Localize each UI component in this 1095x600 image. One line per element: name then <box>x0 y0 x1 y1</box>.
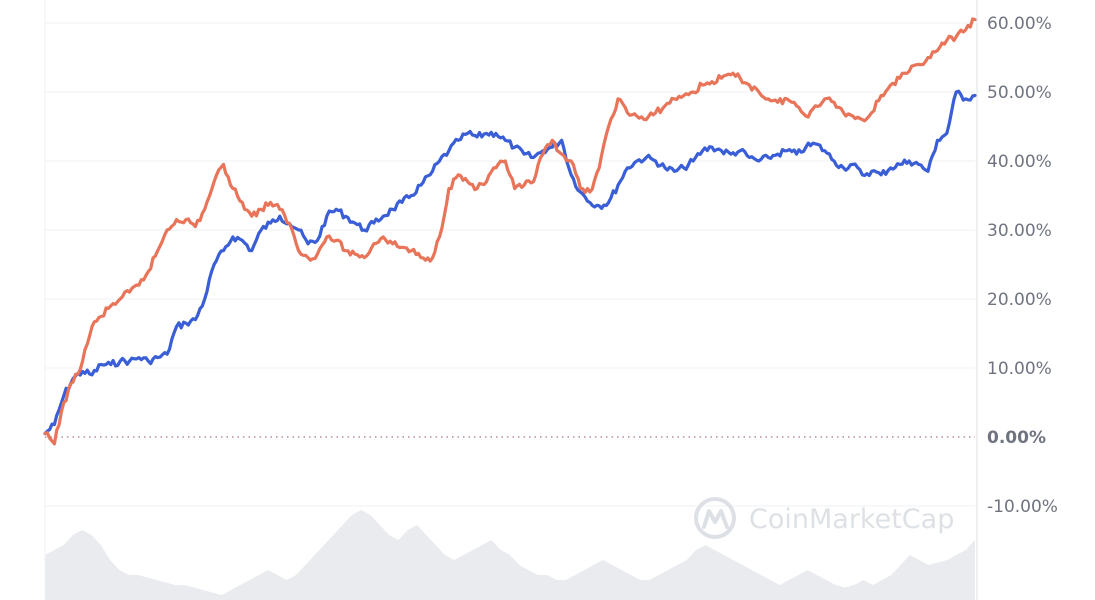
series-line-1 <box>43 89 977 436</box>
y-tick-label: 10.00% <box>987 359 1052 379</box>
y-axis-ticks: 60.00% 50.00% 40.00% 30.00% 20.00% 10.00% 0.00… <box>987 14 1058 517</box>
y-tick-label: -10.00% <box>987 497 1058 517</box>
grid-lines <box>45 22 975 507</box>
volume-area <box>45 510 975 600</box>
y-tick-label: 20.00% <box>987 290 1052 310</box>
y-tick-label: 0.00% <box>987 428 1046 448</box>
y-tick-label: 50.00% <box>987 83 1052 103</box>
y-tick-label: 40.00% <box>987 152 1052 172</box>
coinmarketcap-watermark: CoinMarketCap <box>694 497 954 539</box>
y-tick-label: 30.00% <box>987 221 1052 241</box>
watermark-text: CoinMarketCap <box>749 504 954 535</box>
volume-area-path <box>45 510 975 600</box>
y-tick-label: 60.00% <box>987 14 1052 34</box>
series-lines <box>43 17 977 446</box>
series-line-2 <box>43 17 977 446</box>
coinmarketcap-logo-icon <box>694 497 736 539</box>
